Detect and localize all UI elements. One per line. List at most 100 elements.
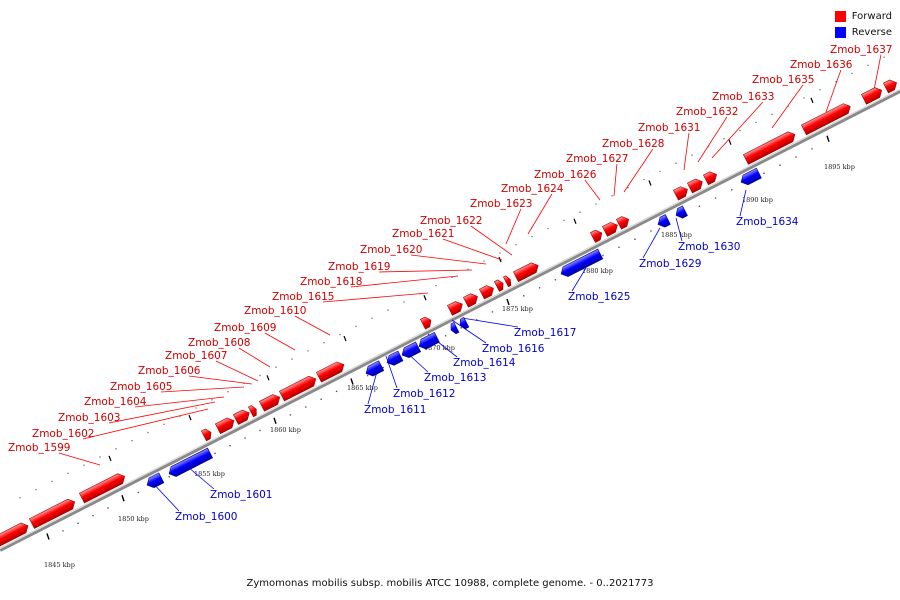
forward-leader-line bbox=[82, 408, 209, 440]
forward-gene-label: Zmob_1624 bbox=[501, 183, 564, 195]
forward-gene-shape bbox=[201, 428, 212, 442]
forward-gene bbox=[463, 293, 478, 308]
forward-gene-label: Zmob_1605 bbox=[110, 381, 172, 393]
forward-gene-shape bbox=[503, 275, 512, 288]
forward-leader-line bbox=[442, 238, 503, 261]
upper-ruler-dot bbox=[195, 407, 197, 409]
forward-gene-shape bbox=[616, 216, 630, 230]
forward-gene-shape bbox=[279, 375, 317, 402]
ruler-minor-tick bbox=[554, 278, 557, 281]
ruler-minor-tick bbox=[259, 429, 261, 432]
forward-gene bbox=[494, 279, 504, 292]
upper-ruler-tick bbox=[188, 414, 192, 421]
reverse-leader-line bbox=[451, 319, 487, 344]
reverse-gene bbox=[418, 331, 440, 350]
forward-gene-label: Zmob_1633 bbox=[712, 91, 774, 103]
legend-label-forward: Forward bbox=[851, 10, 892, 22]
forward-gene-shape bbox=[673, 186, 688, 201]
reverse-gene-label: Zmob_1613 bbox=[424, 372, 486, 384]
ruler-minor-tick bbox=[698, 205, 701, 208]
ruler-label: 1850 kbp bbox=[118, 515, 149, 523]
reverse-gene-label: Zmob_1629 bbox=[639, 258, 701, 270]
forward-gene bbox=[513, 262, 539, 283]
ruler-major-tick bbox=[826, 135, 830, 142]
forward-leader-line bbox=[584, 179, 601, 201]
reverse-gene bbox=[146, 472, 165, 489]
forward-gene bbox=[420, 316, 432, 330]
forward-leader-line bbox=[683, 132, 690, 171]
ruler-minor-tick bbox=[320, 398, 323, 400]
reverse-gene-shape bbox=[386, 350, 404, 366]
ruler-minor-tick bbox=[650, 230, 652, 232]
forward-gene bbox=[861, 87, 883, 105]
forward-gene-label: Zmob_1635 bbox=[752, 74, 814, 86]
ruler-label: 1855 kbp bbox=[194, 470, 225, 478]
upper-ruler-dot bbox=[371, 317, 373, 319]
genome-backbone-highlight bbox=[0, 89, 900, 549]
forward-gene bbox=[503, 275, 512, 288]
upper-ruler-dot bbox=[627, 187, 629, 189]
upper-ruler-dot bbox=[403, 301, 405, 303]
forward-gene-shape bbox=[883, 79, 897, 94]
ruler-minor-tick bbox=[168, 475, 170, 478]
ruler-minor-tick bbox=[305, 406, 307, 408]
upper-ruler-dot bbox=[275, 366, 277, 368]
reverse-gene-label: Zmob_1634 bbox=[736, 216, 799, 228]
forward-gene-shape bbox=[743, 131, 796, 165]
legend-item-reverse: Reverse bbox=[834, 24, 892, 40]
ruler-major-tick bbox=[273, 417, 277, 424]
upper-ruler-dot bbox=[819, 89, 821, 91]
reverse-gene-label: Zmob_1630 bbox=[678, 241, 740, 253]
ruler-minor-tick bbox=[618, 246, 620, 249]
forward-gene bbox=[703, 171, 717, 186]
ruler-label: 1895 kbp bbox=[824, 163, 855, 171]
forward-gene-label: Zmob_1603 bbox=[58, 412, 120, 424]
forward-swatch bbox=[834, 10, 846, 22]
forward-gene-label: Zmob_1610 bbox=[244, 305, 306, 317]
upper-ruler-dot bbox=[211, 399, 213, 401]
upper-ruler-dot bbox=[131, 439, 133, 442]
forward-leader-line bbox=[410, 254, 487, 265]
forward-gene bbox=[743, 131, 796, 165]
forward-gene bbox=[447, 301, 463, 316]
ruler-major-tick bbox=[121, 495, 125, 502]
reverse-gene-shape bbox=[146, 472, 165, 489]
reverse-gene bbox=[386, 350, 404, 366]
forward-leader-line bbox=[58, 452, 101, 466]
legend-item-forward: Forward bbox=[834, 8, 892, 24]
reverse-gene bbox=[657, 214, 671, 228]
forward-gene-shape bbox=[602, 222, 618, 237]
reverse-gene-label: Zmob_1600 bbox=[175, 511, 237, 523]
ruler-minor-tick bbox=[244, 437, 246, 439]
upper-ruler-dot bbox=[147, 431, 149, 434]
upper-ruler-dot bbox=[803, 97, 805, 99]
reverse-gene-shape bbox=[740, 167, 762, 186]
forward-gene-shape bbox=[0, 522, 29, 548]
forward-gene-label: Zmob_1622 bbox=[420, 215, 482, 227]
ruler-minor-tick bbox=[763, 172, 765, 175]
forward-gene bbox=[0, 522, 29, 548]
ruler-minor-tick bbox=[92, 514, 94, 517]
forward-gene bbox=[479, 285, 494, 300]
forward-gene-label: Zmob_1618 bbox=[300, 276, 362, 288]
reverse-gene-shape bbox=[560, 248, 604, 277]
forward-gene-label: Zmob_1637 bbox=[830, 44, 892, 56]
ruler-minor-tick bbox=[214, 452, 216, 455]
reverse-gene-label: Zmob_1617 bbox=[514, 327, 576, 339]
ruler-minor-tick bbox=[335, 390, 338, 393]
upper-ruler-dot bbox=[339, 333, 341, 336]
ruler-minor-tick bbox=[382, 366, 385, 369]
forward-gene-shape bbox=[259, 394, 281, 412]
reverse-gene bbox=[459, 316, 470, 330]
upper-ruler-dot bbox=[563, 219, 565, 222]
reverse-gene bbox=[740, 167, 762, 186]
forward-gene-shape bbox=[861, 87, 883, 105]
upper-ruler-dot bbox=[307, 350, 309, 352]
reverse-gene-shape bbox=[401, 341, 422, 358]
forward-gene bbox=[279, 375, 317, 402]
forward-gene-label: Zmob_1607 bbox=[165, 350, 227, 362]
upper-ruler-dot bbox=[467, 268, 469, 271]
ruler-minor-tick bbox=[289, 414, 292, 416]
upper-ruler-dot bbox=[691, 154, 693, 156]
ruler-label: 1865 kbp bbox=[347, 384, 378, 392]
